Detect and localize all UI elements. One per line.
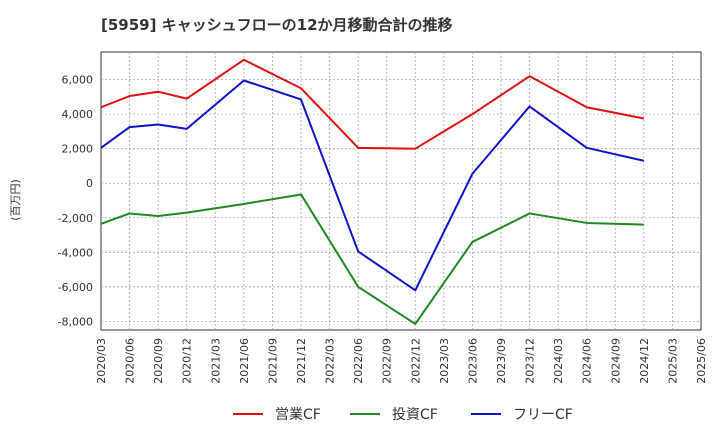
- x-tick-label: 2021/12: [295, 338, 308, 384]
- series-line-2: [100, 193, 644, 325]
- y-axis: 6,000 4,000 2,000 0 -2,000 -4,000 -6,000 -8,000: [58, 74, 93, 329]
- x-tick-label: 2024/06: [581, 338, 594, 384]
- x-tick-label: 2020/12: [181, 338, 194, 384]
- y-tick-label: 6,000: [62, 74, 94, 87]
- y-tick-label: 4,000: [62, 108, 94, 121]
- legend-item-2: 投資CF: [350, 407, 438, 423]
- series-group: [100, 58, 645, 325]
- x-tick-label: 2024/03: [552, 338, 565, 384]
- series-line-1: [100, 58, 645, 150]
- y-tick-label: 2,000: [62, 143, 94, 156]
- x-tick-label: 2024/12: [638, 338, 651, 384]
- legend-item-3: フリーCF: [471, 407, 573, 423]
- legend-label: 投資CF: [392, 407, 438, 423]
- x-tick-label: 2025/03: [666, 338, 679, 384]
- chart-title: [5959] キャッシュフローの12か月移動合計の推移: [101, 16, 453, 34]
- x-tick-label: 2023/06: [466, 338, 479, 384]
- legend: 営業CF 投資CF フリーCF: [233, 407, 573, 423]
- x-tick-label: 2021/03: [209, 338, 222, 384]
- x-tick-label: 2023/12: [524, 338, 537, 384]
- x-tick-label: 2020/06: [124, 338, 137, 384]
- x-tick-label: 2022/12: [409, 338, 422, 384]
- x-tick-label: 2020/09: [152, 338, 165, 384]
- y-tick-label: -8,000: [58, 315, 93, 328]
- y-tick-label: -4,000: [58, 246, 93, 259]
- x-tick-label: 2020/03: [95, 338, 108, 384]
- x-axis: 2020/03 2020/06 2020/09 2020/12 2021/03 2021/…: [95, 338, 708, 384]
- x-tick-label: 2022/06: [352, 338, 365, 384]
- x-tick-label: 2024/09: [609, 338, 622, 384]
- series-line-3: [100, 79, 645, 292]
- x-tick-label: 2022/09: [381, 338, 394, 384]
- x-tick-label: 2025/06: [695, 338, 708, 384]
- plot-frame: [100, 51, 702, 331]
- legend-label: 営業CF: [275, 407, 321, 423]
- legend-label: フリーCF: [513, 407, 573, 423]
- y-axis-label: (百万円): [9, 179, 22, 221]
- legend-item-1: 営業CF: [233, 407, 321, 423]
- x-tick-label: 2021/06: [238, 338, 251, 384]
- y-tick-label: -2,000: [58, 212, 93, 225]
- x-tick-label: 2023/09: [495, 338, 508, 384]
- x-tick-label: 2023/03: [438, 338, 451, 384]
- x-tick-label: 2022/03: [324, 338, 337, 384]
- y-tick-label: 0: [86, 177, 93, 190]
- x-tick-label: 2021/09: [266, 338, 279, 384]
- y-tick-label: -6,000: [58, 281, 93, 294]
- plot-area: [100, 51, 702, 331]
